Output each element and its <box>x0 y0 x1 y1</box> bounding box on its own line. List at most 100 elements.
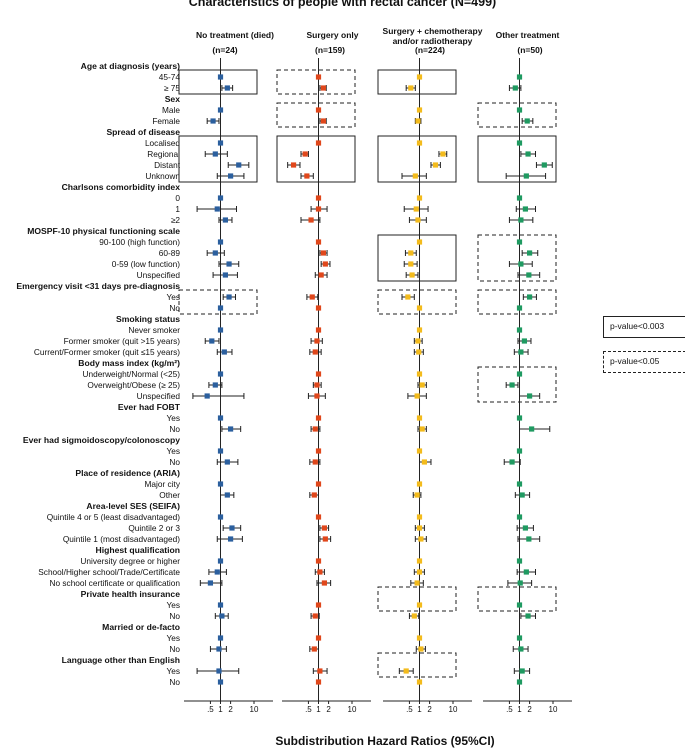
point-estimate <box>315 679 322 685</box>
point-estimate <box>317 569 323 575</box>
row-label: Underweight/Normal (<25) <box>82 369 180 379</box>
point-estimate <box>517 580 523 586</box>
point-estimate <box>416 448 423 454</box>
significance-box-dashed <box>477 289 557 315</box>
point-estimate <box>290 162 297 168</box>
row-header: Emergency visit <31 days pre-diagnosis <box>16 281 180 291</box>
point-estimate <box>516 371 523 377</box>
point-estimate <box>516 140 523 146</box>
significance-box-solid <box>477 135 557 183</box>
row-label: 45-74 <box>159 72 181 82</box>
point-estimate <box>217 514 224 520</box>
point-estimate <box>411 613 417 619</box>
point-estimate <box>315 558 322 564</box>
point-estimate <box>440 151 446 157</box>
x-tick-label: 2 <box>228 705 233 714</box>
row-label: Yes <box>166 446 180 456</box>
point-estimate <box>226 294 232 300</box>
column-n-surgery-only: (n=159) <box>315 45 345 55</box>
point-estimate <box>226 261 232 267</box>
row-header: Place of residence (ARIA) <box>75 468 180 478</box>
point-estimate <box>315 140 322 146</box>
row-label: University degree or higher <box>80 556 180 566</box>
row-label: Unspecified <box>137 270 181 280</box>
point-estimate <box>521 338 528 344</box>
point-estimate <box>516 415 523 421</box>
point-estimate <box>516 558 523 564</box>
row-header: Language other than English <box>62 655 180 665</box>
point-estimate <box>416 327 423 333</box>
point-estimate <box>416 74 423 80</box>
point-estimate <box>311 492 317 498</box>
point-estimate <box>525 151 531 157</box>
point-estimate <box>518 217 524 223</box>
point-estimate <box>212 382 218 388</box>
row-label: No <box>169 303 180 313</box>
point-estimate <box>320 118 327 124</box>
point-estimate <box>419 426 425 432</box>
point-estimate <box>212 250 218 256</box>
point-estimate <box>322 261 328 267</box>
point-estimate <box>312 613 318 619</box>
point-estimate <box>416 635 423 641</box>
x-tick-label: .5 <box>506 705 513 714</box>
x-tick-label: 10 <box>250 705 259 714</box>
x-tick-label: 2 <box>527 705 532 714</box>
point-estimate <box>516 74 523 80</box>
column-title-surgery-only: Surgery only <box>306 30 359 40</box>
x-tick-label: 1 <box>417 705 422 714</box>
point-estimate <box>229 525 235 531</box>
point-estimate <box>217 481 224 487</box>
row-label: School/Higher school/Trade/Certificate <box>38 567 180 577</box>
point-estimate <box>416 371 423 377</box>
point-estimate <box>217 602 224 608</box>
point-estimate <box>317 668 323 674</box>
point-estimate <box>315 448 322 454</box>
significance-box-dashed <box>477 366 557 403</box>
row-label: Unknown <box>145 171 180 181</box>
point-estimate <box>219 613 225 619</box>
x-tick-label: 10 <box>549 705 558 714</box>
significance-box-solid <box>377 234 457 282</box>
point-estimate <box>416 558 423 564</box>
point-estimate <box>416 481 423 487</box>
point-estimate <box>416 679 423 685</box>
point-estimate <box>509 382 515 388</box>
point-estimate <box>320 250 327 256</box>
x-axis-label: Subdistribution Hazard Ratios (95%CI) <box>275 734 495 748</box>
point-estimate <box>217 371 224 377</box>
row-header: Age at diagnosis (years) <box>81 61 180 71</box>
point-estimate <box>413 206 419 212</box>
point-estimate <box>529 426 535 432</box>
point-estimate <box>315 305 322 311</box>
point-estimate <box>224 459 230 465</box>
point-estimate <box>217 195 224 201</box>
point-estimate <box>516 635 523 641</box>
point-estimate <box>312 349 318 355</box>
point-estimate <box>432 162 439 168</box>
x-tick-label: 10 <box>449 705 458 714</box>
significance-box-dashed <box>377 652 457 678</box>
point-estimate <box>210 118 216 124</box>
significance-box-solid <box>377 135 457 183</box>
legend-solid-box: p-value<0.003 <box>603 316 685 338</box>
significance-box-dashed <box>377 586 457 612</box>
point-estimate <box>408 250 414 256</box>
point-estimate <box>315 206 322 212</box>
point-estimate <box>309 294 315 300</box>
point-estimate <box>224 85 230 91</box>
point-estimate <box>212 151 218 157</box>
point-estimate <box>217 140 224 146</box>
point-estimate <box>541 162 547 168</box>
point-estimate <box>516 481 523 487</box>
point-estimate <box>516 327 523 333</box>
row-label: 90-100 (high function) <box>99 237 180 247</box>
point-estimate <box>416 514 423 520</box>
row-label: 1 <box>175 204 180 214</box>
row-label: Other <box>159 490 180 500</box>
point-estimate <box>214 206 220 212</box>
row-header: Ever had sigmoidoscopy/colonoscopy <box>23 435 180 445</box>
row-label: ≥2 <box>171 215 181 225</box>
point-estimate <box>526 272 532 278</box>
point-estimate <box>315 371 322 377</box>
